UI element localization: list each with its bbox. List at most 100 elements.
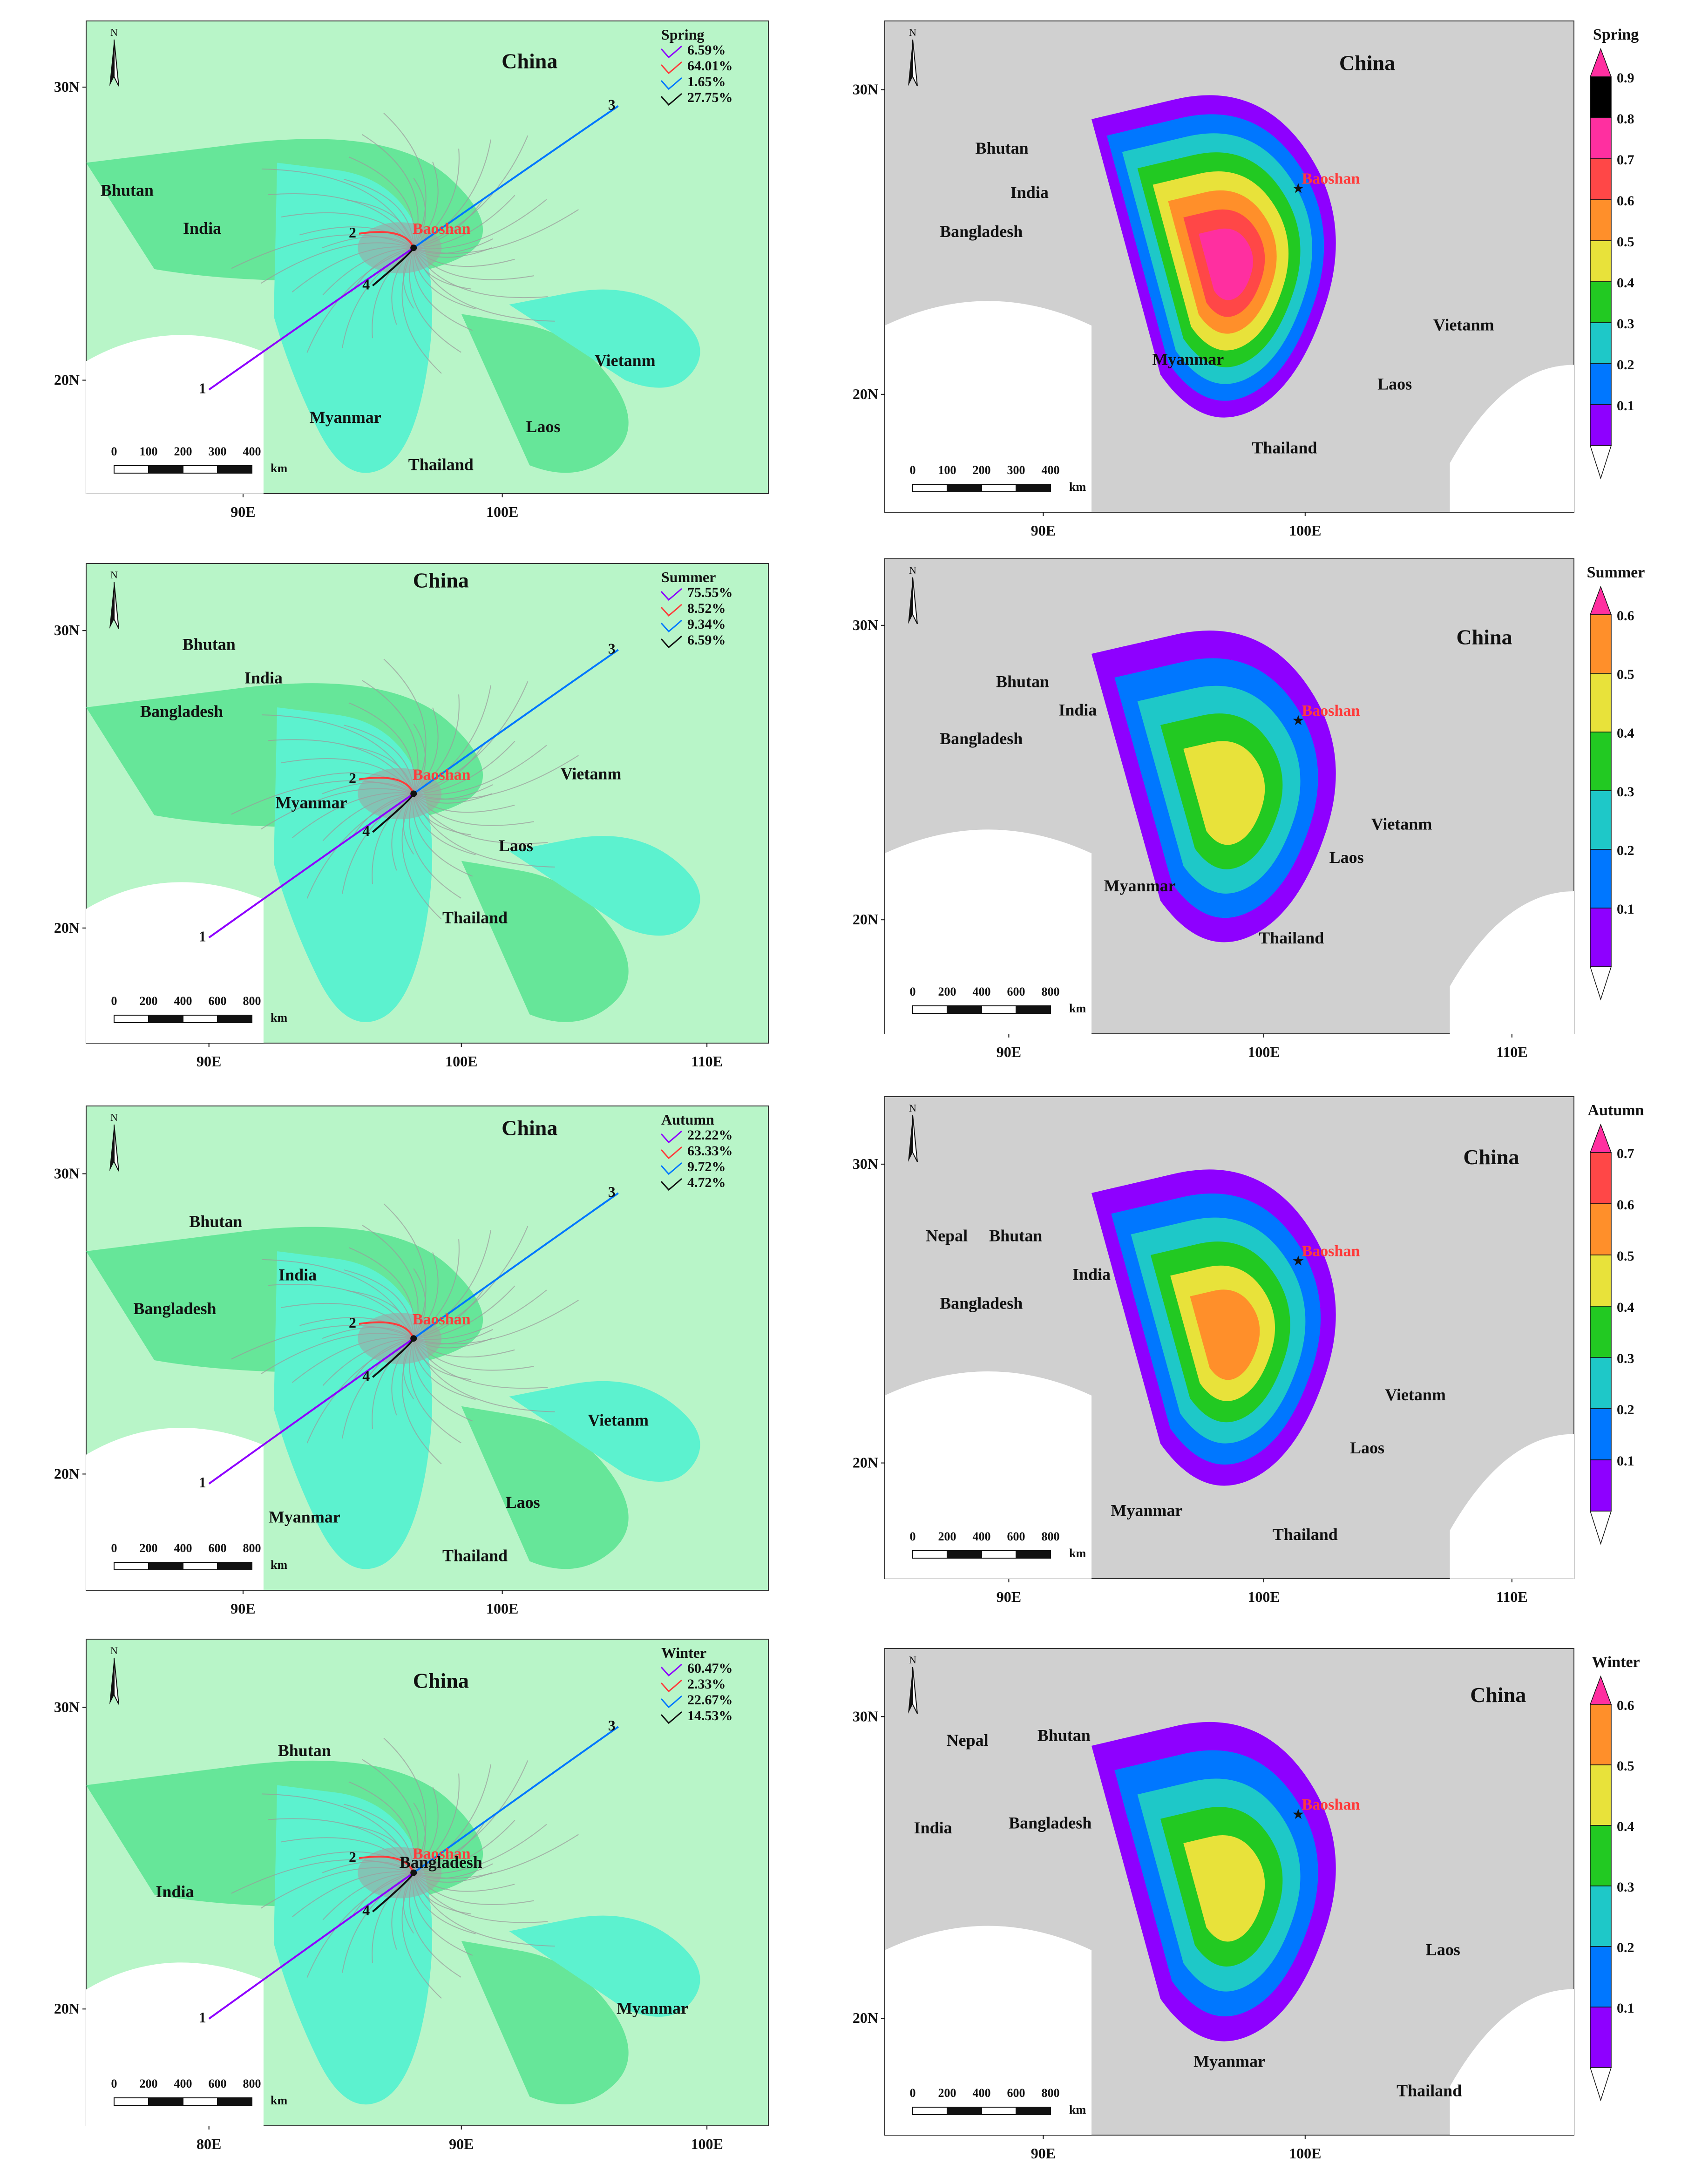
ocean-area — [885, 1926, 1092, 2135]
baoshan-label: Baoshan — [1302, 702, 1360, 719]
country-label: Laos — [1350, 1438, 1384, 1457]
country-label: Thailand — [442, 909, 508, 927]
country-label: Laos — [526, 417, 561, 436]
trajectory-cluster — [358, 222, 442, 274]
legend-percent: 8.52% — [687, 601, 726, 616]
country-label: Thailand — [1252, 438, 1317, 457]
cluster-track-line — [359, 1321, 415, 1339]
colorbar-segment — [1590, 281, 1612, 323]
scale-tick-label: 300 — [209, 445, 227, 458]
colorbar-segment — [1590, 1459, 1612, 1512]
scale-tick-label: 200 — [938, 1530, 956, 1543]
trajectory-cluster — [358, 1313, 442, 1364]
north-arrow-icon: N — [109, 569, 119, 629]
country-label: China — [413, 569, 469, 592]
scale-bar-segment — [217, 1015, 252, 1023]
scale-bar-segment — [912, 1005, 948, 1014]
colorbar-tick-label: 0.2 — [1617, 843, 1634, 858]
scale-tick-label: 200 — [140, 2077, 158, 2090]
country-label: India — [1072, 1265, 1111, 1283]
ocean-area — [86, 1428, 264, 1590]
x-axis-label: 90E — [1031, 2145, 1056, 2162]
legend-season: Summer — [661, 569, 716, 585]
colorbar-segment — [1590, 363, 1612, 405]
legend-swatch — [660, 588, 682, 601]
colorbar-tick-label: 0.5 — [1617, 667, 1634, 682]
baoshan-marker — [410, 1869, 417, 1876]
ocean-area — [1450, 1989, 1574, 2135]
country-label: Laos — [1329, 848, 1364, 867]
baoshan-marker — [410, 790, 417, 797]
country-label: Myanmar — [269, 1507, 340, 1526]
scale-tick-label: 200 — [140, 1541, 158, 1555]
colorbar-tick-label: 0.1 — [1617, 2001, 1634, 2016]
panel-winter-tracks: 1 2 3 4 Baoshan China Bhutan India Bangladesh Mya… — [54, 1639, 769, 2152]
cluster-track-line — [413, 1192, 619, 1339]
vietnam-region — [509, 1381, 700, 1482]
colorbar-segment — [1590, 1152, 1612, 1204]
legend-percent: 9.72% — [687, 1159, 726, 1174]
country-label: Bangladesh — [940, 222, 1023, 241]
country-label: Bhutan — [989, 1227, 1042, 1245]
vietnam-region — [509, 289, 700, 388]
y-axis-label: 30N — [853, 1155, 878, 1172]
colorbar-tick-label: 0.3 — [1617, 316, 1634, 332]
legend-swatch — [660, 61, 682, 75]
north-letter: N — [909, 1102, 916, 1114]
country-label: Bangladesh — [940, 729, 1023, 748]
scale-bar-segment — [981, 1550, 1017, 1559]
colorbar-tick-label: 0.5 — [1617, 1248, 1634, 1264]
legend-season: Autumn — [661, 1111, 714, 1128]
colorbar-tick-label: 0.4 — [1617, 726, 1634, 741]
y-axis-label: 20N — [853, 2009, 878, 2026]
north-arrow-icon: N — [908, 27, 918, 87]
scale-bar-segment — [981, 484, 1017, 492]
colorbar-tick-label: 0.5 — [1617, 234, 1634, 250]
scale-tick-label: 600 — [1007, 2086, 1025, 2100]
x-axis-label: 90E — [997, 1588, 1021, 1605]
x-axis-label: 90E — [231, 1600, 255, 1617]
vietnam-region — [509, 1915, 700, 2017]
trajectory-bundle — [231, 658, 579, 920]
legend-swatch — [660, 1711, 682, 1724]
colorbar-tick-label: 0.3 — [1617, 1351, 1634, 1366]
trajectory-bundle — [231, 1203, 579, 1465]
legend-swatch — [660, 1146, 682, 1160]
legend-swatch — [660, 45, 682, 59]
colorbar-tick-label: 0.5 — [1617, 1758, 1634, 1774]
y-axis-label: 20N — [853, 911, 878, 928]
baoshan-star-icon: ★ — [1292, 181, 1305, 196]
colorbar-tick-label: 0.4 — [1617, 275, 1634, 291]
country-label: Bangladesh — [940, 1294, 1023, 1312]
country-label: Laos — [499, 836, 533, 855]
cluster-track-line — [208, 1872, 414, 2020]
y-axis-label: 20N — [853, 386, 878, 402]
panel-autumn-tracks: 1 2 3 4 Baoshan China Bhutan India Bangladesh Mya… — [54, 1106, 769, 1617]
colorbar-top-cap — [1589, 1123, 1612, 1153]
north-arrow-icon: N — [109, 1112, 119, 1172]
baoshan-star-icon: ★ — [1292, 1253, 1305, 1268]
colorbar-bottom-cap — [1589, 1511, 1612, 1545]
country-label: China — [502, 1116, 557, 1139]
colorbar-top-cap — [1589, 47, 1612, 77]
scale-tick-label: 200 — [938, 985, 956, 998]
cluster-track-number: 1 — [199, 1474, 206, 1491]
y-axis-label: 30N — [853, 617, 878, 633]
scale-bar-segment — [981, 2107, 1017, 2115]
country-label: Bhutan — [101, 181, 154, 200]
cluster-track-number: 3 — [608, 1183, 616, 1200]
legend-percent: 9.34% — [687, 617, 726, 632]
density-contour — [1190, 1289, 1260, 1380]
scale-bar-segment — [183, 1015, 218, 1023]
colorbar-tick-label: 0.3 — [1617, 784, 1634, 800]
cluster-track-line — [208, 793, 414, 939]
scale-bar-segment — [981, 1005, 1017, 1014]
scale-bar-segment — [217, 1562, 252, 1570]
colorbar-tick-label: 0.7 — [1617, 1146, 1634, 1161]
ocean-area — [86, 335, 264, 494]
country-label: Myanmar — [310, 408, 381, 427]
country-label: Nepal — [947, 1731, 989, 1750]
north-arrow-icon: N — [109, 27, 119, 87]
